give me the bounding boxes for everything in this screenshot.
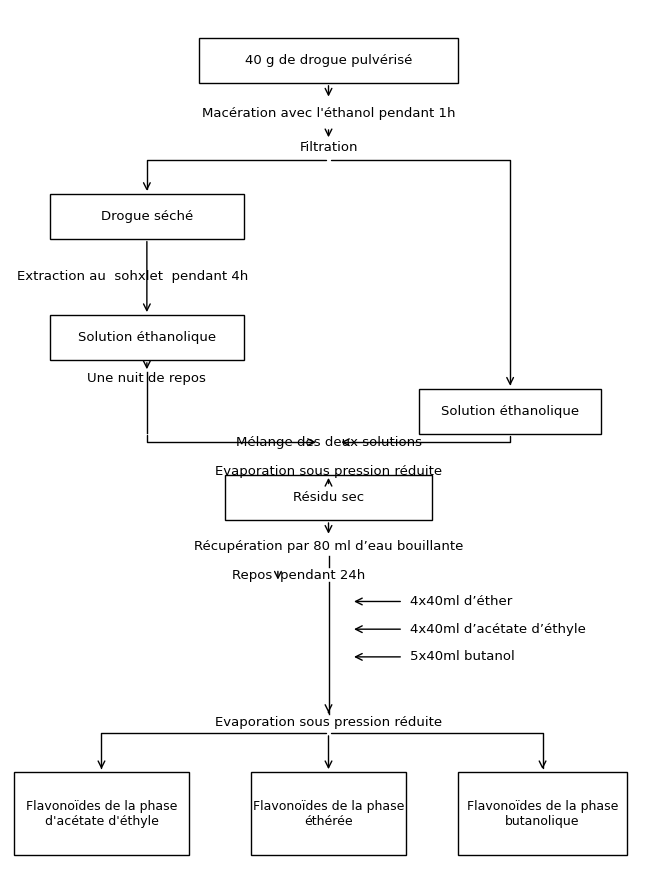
Text: Macération avec l'éthanol pendant 1h: Macération avec l'éthanol pendant 1h <box>202 107 455 120</box>
Text: Flavonoïdes de la phase
d'acétate d'éthyle: Flavonoïdes de la phase d'acétate d'éthy… <box>26 800 177 828</box>
Text: Evaporation sous pression réduite: Evaporation sous pression réduite <box>215 465 442 478</box>
Text: Récupération par 80 ml d’eau bouillante: Récupération par 80 ml d’eau bouillante <box>194 539 463 552</box>
FancyBboxPatch shape <box>419 389 601 434</box>
Text: Extraction au  sohxlet  pendant 4h: Extraction au sohxlet pendant 4h <box>17 270 248 283</box>
Text: Filtration: Filtration <box>299 141 358 154</box>
Text: Evaporation sous pression réduite: Evaporation sous pression réduite <box>215 716 442 729</box>
Text: Solution éthanolique: Solution éthanolique <box>78 331 216 344</box>
FancyBboxPatch shape <box>458 773 627 855</box>
Text: pendant 24h: pendant 24h <box>280 569 365 582</box>
Text: 40 g de drogue pulvérisé: 40 g de drogue pulvérisé <box>245 54 412 67</box>
Text: 4x40ml d’éther: 4x40ml d’éther <box>409 595 512 608</box>
Text: Une nuit de repos: Une nuit de repos <box>87 371 206 385</box>
Text: Flavonoïdes de la phase
éthérée: Flavonoïdes de la phase éthérée <box>253 800 404 828</box>
Text: 4x40ml d’acétate d’éthyle: 4x40ml d’acétate d’éthyle <box>409 622 585 635</box>
Text: Résidu sec: Résidu sec <box>293 491 364 504</box>
Text: Mélange des deux solutions: Mélange des deux solutions <box>235 436 422 448</box>
FancyBboxPatch shape <box>14 773 189 855</box>
Text: Flavonoïdes de la phase
butanolique: Flavonoïdes de la phase butanolique <box>467 800 618 828</box>
Text: Drogue séché: Drogue séché <box>101 210 193 223</box>
FancyBboxPatch shape <box>49 194 244 239</box>
FancyBboxPatch shape <box>49 315 244 360</box>
Text: Repos: Repos <box>232 569 277 582</box>
FancyBboxPatch shape <box>225 475 432 520</box>
FancyBboxPatch shape <box>251 773 406 855</box>
Text: Solution éthanolique: Solution éthanolique <box>441 405 579 418</box>
FancyBboxPatch shape <box>199 38 458 83</box>
Text: 5x40ml butanol: 5x40ml butanol <box>409 650 514 663</box>
